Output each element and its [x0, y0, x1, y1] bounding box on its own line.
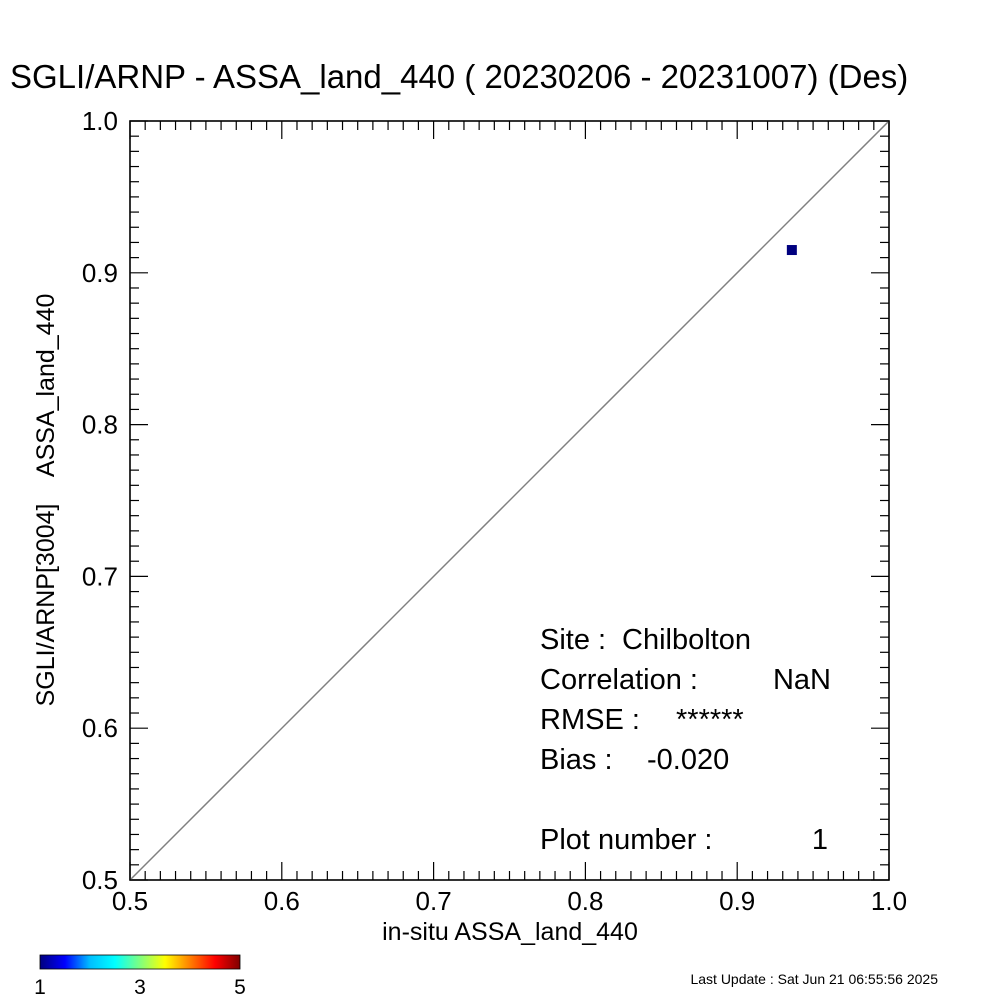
data-points — [786, 245, 797, 256]
colorbar-gradient — [39, 954, 241, 970]
rmse-value: ****** — [676, 704, 744, 736]
correlation-label: Correlation : — [540, 664, 698, 696]
chart-title: SGLI/ARNP - ASSA_land_440 ( 20230206 - 2… — [10, 58, 908, 95]
colorbar-min-label: 1 — [34, 976, 46, 999]
colorbar-max-label: 5 — [234, 976, 246, 999]
rmse-label: RMSE : — [540, 704, 640, 736]
stats-box: Site : Chilbolton Correlation : NaN RMSE… — [540, 624, 831, 856]
x-tick-label: 0.9 — [719, 886, 755, 916]
x-tick-label: 0.7 — [416, 886, 452, 916]
bias-value: -0.020 — [647, 744, 729, 776]
y-axis-label: SGLI/ARNP[3004] ASSA_land_440 — [32, 294, 60, 707]
x-axis-label: in-situ ASSA_land_440 — [382, 918, 638, 946]
y-tick-label: 1.0 — [82, 106, 118, 136]
data-point — [786, 245, 797, 256]
colorbar: 1 3 5 — [34, 954, 246, 999]
correlation-value: NaN — [773, 664, 831, 696]
x-tick-label: 0.5 — [112, 886, 148, 916]
y-tick-label: 0.6 — [82, 713, 118, 743]
site-label: Site : — [540, 624, 606, 656]
y-tick-label: 0.8 — [82, 410, 118, 440]
bias-label: Bias : — [540, 744, 613, 776]
axis-tick-labels: 0.5 0.6 0.7 0.8 0.9 1.0 0.5 0.6 0.7 0.8 0.9 1.0 — [82, 106, 907, 916]
colorbar-mid-label: 3 — [134, 976, 146, 999]
y-tick-label: 0.7 — [82, 561, 118, 591]
axis-ticks — [129, 120, 890, 881]
x-tick-label: 0.8 — [567, 886, 603, 916]
last-update-text: Last Update : Sat Jun 21 06:55:56 2025 — [690, 971, 938, 987]
y-tick-label: 0.5 — [82, 865, 118, 895]
site-value: Chilbolton — [622, 624, 751, 656]
plot-number-label: Plot number : — [540, 824, 712, 856]
one-to-one-line — [129, 120, 890, 881]
x-tick-label: 0.6 — [264, 886, 300, 916]
plot-number-value: 1 — [812, 824, 828, 856]
y-tick-label: 0.9 — [82, 258, 118, 288]
x-tick-label: 1.0 — [871, 886, 907, 916]
